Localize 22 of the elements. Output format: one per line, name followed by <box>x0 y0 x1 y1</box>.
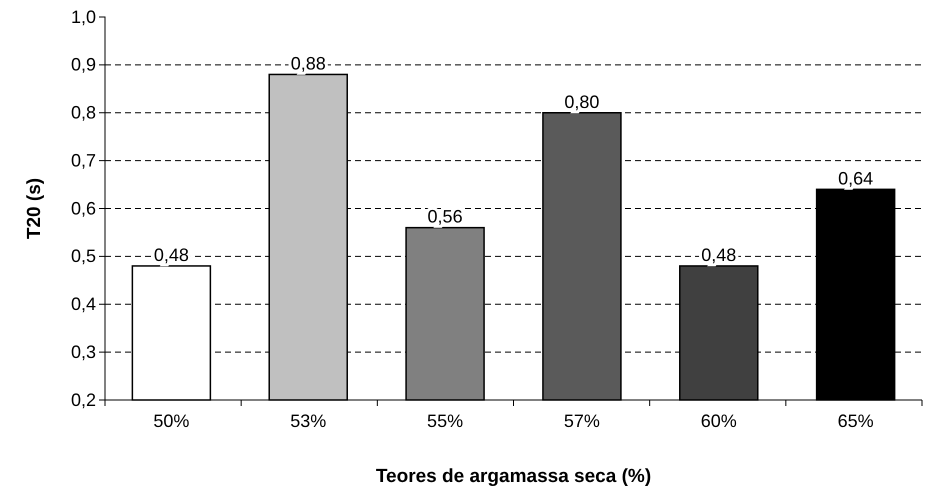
data-label: 0,64 <box>838 168 874 188</box>
x-tick-label: 50% <box>153 410 190 431</box>
x-tick-label: 57% <box>564 410 600 431</box>
y-tick-label: 0,2 <box>70 390 96 410</box>
data-label: 0,80 <box>564 92 600 112</box>
y-tick-label: 1,0 <box>70 6 96 27</box>
y-tick-label: 0,6 <box>70 198 96 218</box>
y-tick-label: 0,7 <box>70 150 96 170</box>
x-tick-label: 55% <box>427 410 464 431</box>
x-tick-label: 60% <box>700 410 737 431</box>
y-tick-label: 0,3 <box>70 342 96 362</box>
data-label: 0,56 <box>428 206 463 227</box>
data-label: 0,88 <box>290 53 326 74</box>
y-tick-label: 0,9 <box>70 54 96 75</box>
x-tick-label: 53% <box>290 410 326 431</box>
y-tick-label: 0,5 <box>70 246 96 266</box>
x-tick-label: 65% <box>838 410 874 431</box>
data-label: 0,48 <box>701 244 736 265</box>
y-tick-label: 0,4 <box>70 294 96 314</box>
y-axis-title: T20 (s) <box>24 178 45 240</box>
x-axis-title: Teores de argamassa seca (%) <box>376 466 652 487</box>
y-tick-label: 0,8 <box>70 102 96 123</box>
